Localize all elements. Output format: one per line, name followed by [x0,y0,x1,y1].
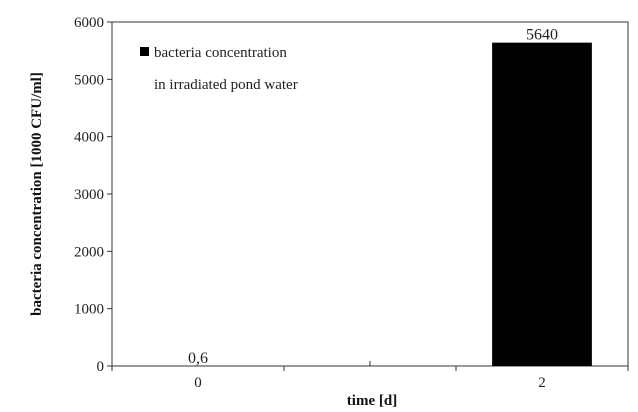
x-tick-label: 2 [538,375,546,391]
bar-data-label: 5640 [526,27,558,44]
legend: bacteria concentration in irradiated pon… [140,45,298,93]
y-tick-label: 2000 [74,244,104,260]
y-axis-ticks: 0 1000 2000 3000 4000 5000 6000 [74,15,112,375]
bars [148,42,592,366]
y-tick-label: 3000 [74,187,104,203]
x-tick-label: 0 [194,375,202,391]
y-tick-label: 5000 [74,72,104,88]
legend-swatch [140,47,149,56]
x-axis-title: time [d] [347,393,397,409]
legend-label-line-1: bacteria concentration [154,45,287,61]
data-labels: 0,6 5640 [188,27,558,367]
y-axis-title: bacteria concentration [1000 CFU/ml] [29,72,45,316]
y-tick-label: 6000 [74,15,104,31]
legend-label-line-2: in irradiated pond water [154,77,298,93]
y-tick-label: 4000 [74,130,104,146]
bar-data-label: 0,6 [188,350,208,367]
y-tick-label: 1000 [74,302,104,318]
bar [492,42,592,366]
y-tick-label: 0 [97,359,105,375]
